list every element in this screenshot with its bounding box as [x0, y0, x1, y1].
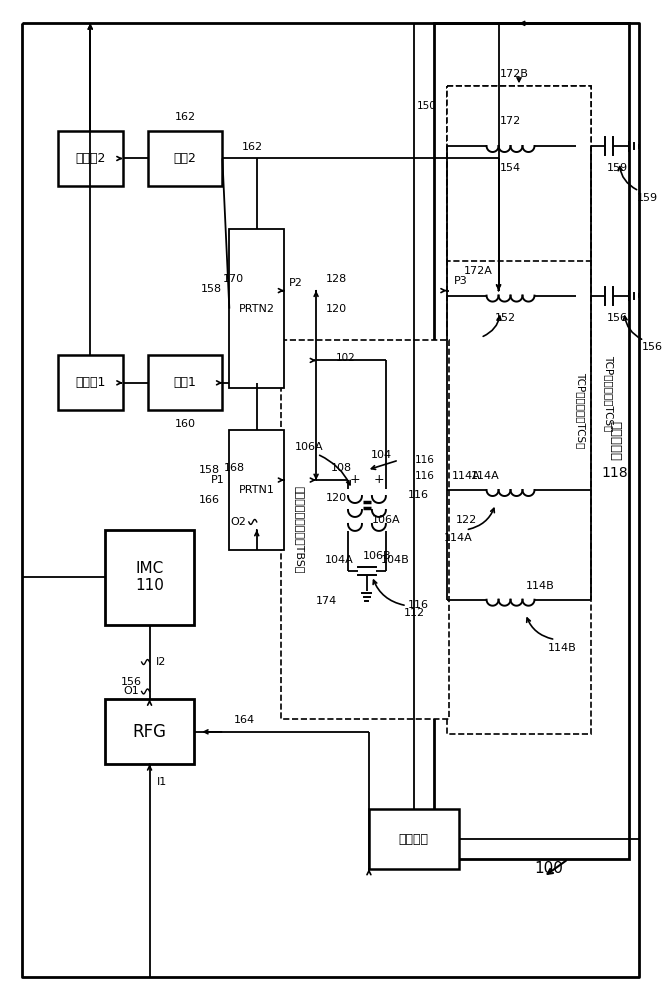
Text: 156: 156: [642, 342, 662, 352]
Text: 122: 122: [456, 515, 477, 525]
Text: 马制2: 马制2: [174, 152, 196, 165]
Bar: [148, 355, 222, 410]
Bar: [58, 131, 123, 186]
Text: 172: 172: [500, 116, 521, 126]
Text: 驱动全2: 驱动全2: [75, 152, 105, 165]
Text: 170: 170: [223, 274, 244, 284]
Text: 116: 116: [415, 471, 435, 481]
Text: 158: 158: [199, 465, 220, 475]
Text: 160: 160: [174, 419, 196, 429]
Text: 168: 168: [223, 463, 245, 473]
Text: 104: 104: [371, 450, 391, 460]
Bar: [447, 86, 591, 734]
Text: 114A: 114A: [452, 471, 481, 481]
Text: O1: O1: [124, 686, 139, 696]
Text: 128: 128: [326, 274, 347, 284]
Text: 102: 102: [336, 353, 356, 363]
Text: 基于变压器的系统（TBS）: 基于变压器的系统（TBS）: [294, 486, 304, 574]
Text: 162: 162: [174, 112, 196, 122]
Text: +: +: [373, 473, 385, 486]
Text: 150: 150: [417, 101, 437, 111]
Text: 104B: 104B: [381, 555, 409, 565]
Bar: [434, 23, 629, 859]
Text: 104A: 104A: [325, 555, 353, 565]
Text: 106A: 106A: [295, 442, 324, 452]
Text: +: +: [349, 473, 360, 486]
Text: 158: 158: [201, 284, 222, 294]
Text: TCP线圈系统（TCS）: TCP线圈系统（TCS）: [604, 355, 614, 431]
Text: 116: 116: [408, 600, 429, 610]
Bar: [281, 340, 449, 719]
Text: 172A: 172A: [464, 266, 493, 276]
Text: 162: 162: [242, 142, 263, 152]
Text: 108: 108: [330, 463, 351, 473]
Text: I1: I1: [156, 777, 166, 787]
Text: 114B: 114B: [526, 581, 555, 591]
Text: 120: 120: [326, 304, 347, 314]
Text: PRTN2: PRTN2: [239, 304, 274, 314]
Text: PRTN1: PRTN1: [239, 485, 274, 495]
Bar: [148, 131, 222, 186]
Text: TCP线圈系统（TCS）: TCP线圈系统（TCS）: [576, 372, 586, 448]
Text: 118: 118: [602, 466, 629, 480]
Text: 172B: 172B: [500, 69, 528, 79]
Text: 114B: 114B: [548, 643, 577, 653]
Text: 152: 152: [495, 313, 516, 323]
Text: 100: 100: [534, 861, 563, 876]
Text: 174: 174: [316, 596, 337, 606]
Text: 166: 166: [199, 495, 220, 505]
Text: P1: P1: [210, 475, 224, 485]
Text: I2: I2: [156, 657, 166, 667]
Text: 106A: 106A: [371, 515, 400, 525]
Text: 159: 159: [636, 193, 658, 203]
Text: RFG: RFG: [133, 723, 166, 741]
Bar: [105, 699, 194, 764]
Text: 164: 164: [234, 715, 255, 725]
Text: 156: 156: [607, 313, 628, 323]
Text: 116: 116: [415, 455, 435, 465]
Bar: [447, 86, 591, 261]
Text: 114A: 114A: [471, 471, 500, 481]
Text: 等离子体室: 等离子体室: [609, 421, 622, 461]
Text: O2: O2: [231, 517, 247, 527]
Text: 马制1: 马制1: [174, 376, 196, 389]
Text: 120: 120: [326, 493, 347, 503]
Text: 主计算机: 主计算机: [399, 833, 429, 846]
Text: 154: 154: [500, 163, 521, 173]
Text: 114A: 114A: [444, 533, 473, 543]
Text: 116: 116: [408, 490, 429, 500]
Text: P3: P3: [453, 276, 467, 286]
Text: IMC
110: IMC 110: [135, 561, 164, 593]
Bar: [369, 809, 459, 869]
Text: 106B: 106B: [363, 551, 391, 561]
Bar: [105, 530, 194, 625]
Text: 112: 112: [404, 608, 426, 618]
Text: P2: P2: [289, 278, 303, 288]
Text: 驱动全1: 驱动全1: [75, 376, 105, 389]
Text: 156: 156: [121, 677, 142, 687]
Text: 159: 159: [607, 163, 628, 173]
Bar: [58, 355, 123, 410]
Bar: [229, 229, 284, 388]
Bar: [229, 430, 284, 550]
